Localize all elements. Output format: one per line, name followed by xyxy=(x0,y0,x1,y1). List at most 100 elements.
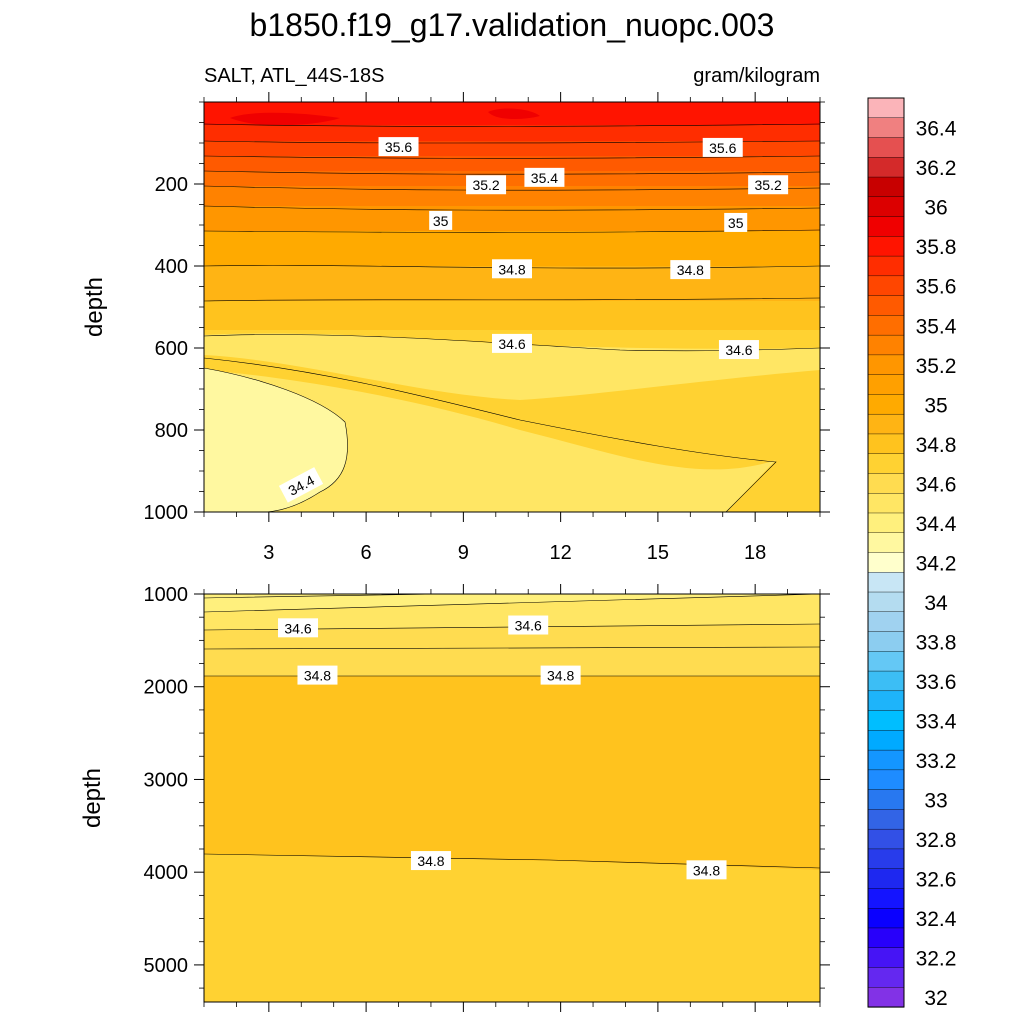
y-tick-label: 400 xyxy=(155,256,188,278)
colorbar-label: 34 xyxy=(924,592,948,615)
colorbar-swatch xyxy=(867,690,905,712)
contour-label: 35.6 xyxy=(378,137,419,157)
contour-label-bg xyxy=(686,860,727,880)
contour-label-text: 34.6 xyxy=(284,620,311,636)
upper-band-35-4 xyxy=(204,155,820,171)
contour-line xyxy=(203,123,821,127)
colorbar-swatch xyxy=(867,532,905,554)
colorbar-label: 33.2 xyxy=(916,750,957,773)
contour-label: 34.8 xyxy=(670,260,711,280)
colorbar-swatch xyxy=(867,888,905,909)
colorbar-swatch xyxy=(867,710,905,731)
contour-label-text: 34.6 xyxy=(515,618,542,634)
contour-label: 35.2 xyxy=(748,175,789,195)
colorbar-label: 32.4 xyxy=(916,908,957,931)
colorbar-swatch xyxy=(867,987,905,1008)
colorbar-label: 33.6 xyxy=(916,671,957,694)
lower-contour-labels: 34.6 34.6 34.8 34.8 34.8 34.8 xyxy=(278,615,727,880)
contour-line xyxy=(203,297,821,302)
contour-label-text: 34.8 xyxy=(677,262,704,278)
upper-contour-labels: 35.6 35.6 35.4 35.2 35.2 35 35 34.8 34.8 34.6 34.6… xyxy=(278,137,789,503)
contour-label: 34.8 xyxy=(492,259,532,279)
colorbar: 36.4 36.2 36 35.8 35.6 35.4 35.2 35 34.8 34.6 34.4… xyxy=(867,97,957,1010)
y-tick-label: 1000 xyxy=(144,584,189,606)
left-subtitle: SALT, ATL_44S-18S xyxy=(204,65,384,87)
contour-label-bg xyxy=(702,137,743,157)
colorbar-label: 32 xyxy=(924,987,947,1010)
contour-label-text: 34.8 xyxy=(304,668,331,684)
colorbar-swatch xyxy=(867,670,905,692)
colorbar-label: 32.8 xyxy=(916,829,957,852)
colorbar-swatch xyxy=(867,947,905,969)
contour-label-text: 35.6 xyxy=(709,140,736,156)
contour-label: 34.6 xyxy=(508,615,549,635)
colorbar-swatch xyxy=(867,730,905,751)
contour-label-bg xyxy=(524,167,565,187)
contour-label: 35 xyxy=(724,212,748,232)
contour-line xyxy=(203,853,821,869)
colorbar-label: 36.4 xyxy=(916,118,957,141)
colorbar-swatch xyxy=(867,216,905,237)
contour-label-bg xyxy=(297,665,338,685)
contour-label-bg xyxy=(492,259,532,279)
colorbar-swatch xyxy=(867,117,905,139)
colorbar-swatch xyxy=(867,275,905,297)
upper-band-35-6 xyxy=(204,124,820,141)
contour-label: 34.8 xyxy=(540,665,581,685)
colorbar-swatch xyxy=(867,334,905,356)
upper-band-35-2 xyxy=(204,185,820,206)
colorbar-swatch xyxy=(867,255,905,277)
upper-panel: 35.6 35.6 35.4 35.2 35.2 35 35 34.8 34.8 34.6 34.6… xyxy=(81,92,830,564)
colorbar-frame xyxy=(867,97,905,1008)
colorbar-swatch xyxy=(867,967,905,988)
upper-band-34-8 xyxy=(204,300,820,330)
contour-label-text: 34.6 xyxy=(725,342,752,358)
contour-label-text: 35 xyxy=(433,213,449,229)
colorbar-swatch xyxy=(867,552,905,573)
contour-label-bg xyxy=(278,467,324,503)
colorbar-label: 32.6 xyxy=(916,869,957,892)
lower-panel: 34.6 34.6 34.8 34.8 34.8 34.8 1000 2000 3000 400… xyxy=(79,584,830,1012)
colorbar-label: 34.4 xyxy=(916,513,957,536)
figure-title: b1850.f19_g17.validation_nuopc.003 xyxy=(250,7,775,43)
lower-band-34-8 xyxy=(204,676,820,870)
colorbar-label: 34.6 xyxy=(916,473,957,496)
contour-label-bg xyxy=(378,137,419,157)
colorbar-label: 35.4 xyxy=(916,315,957,338)
upper-band-35-5 xyxy=(204,140,820,156)
x-tick-label: 15 xyxy=(647,542,669,564)
contour-label: 34.6 xyxy=(278,618,319,638)
colorbar-swatch xyxy=(867,315,905,336)
contour-line xyxy=(203,367,348,513)
contour-label-text: 34.6 xyxy=(498,336,525,352)
colorbar-swatch xyxy=(867,907,905,929)
colorbar-label: 33.8 xyxy=(916,631,957,654)
upper-axes: 200 400 600 800 1000 3 6 9 12 15 18 xyxy=(144,92,830,564)
contour-label-text: 34.8 xyxy=(547,668,574,684)
colorbar-swatch xyxy=(867,868,905,890)
contour-label: 34.8 xyxy=(410,851,451,871)
lower-band-34-5 xyxy=(204,594,820,630)
y-tick-label: 2000 xyxy=(144,677,189,699)
lower-band-34-4 xyxy=(204,594,820,612)
colorbar-swatch xyxy=(867,394,905,415)
lower-plot-frame xyxy=(203,593,821,1003)
contour-line xyxy=(203,185,821,191)
y-tick-label: 3000 xyxy=(144,769,189,791)
colorbar-label: 33.4 xyxy=(916,710,957,733)
y-tick-label: 200 xyxy=(155,174,188,196)
colorbar-swatch xyxy=(867,176,905,198)
contour-line xyxy=(203,155,821,159)
y-tick-label: 800 xyxy=(155,420,188,442)
contour-label-bg xyxy=(724,212,748,232)
x-tick-label: 3 xyxy=(263,542,274,564)
colorbar-swatch xyxy=(867,433,905,455)
contour-label-text: 34.8 xyxy=(498,261,525,277)
contour-label-bg xyxy=(748,175,789,195)
colorbar-swatch xyxy=(867,473,905,494)
contour-label-bg xyxy=(429,210,453,230)
colorbar-label: 35 xyxy=(924,394,947,417)
contour-line xyxy=(203,170,821,175)
colorbar-swatch xyxy=(867,97,905,119)
